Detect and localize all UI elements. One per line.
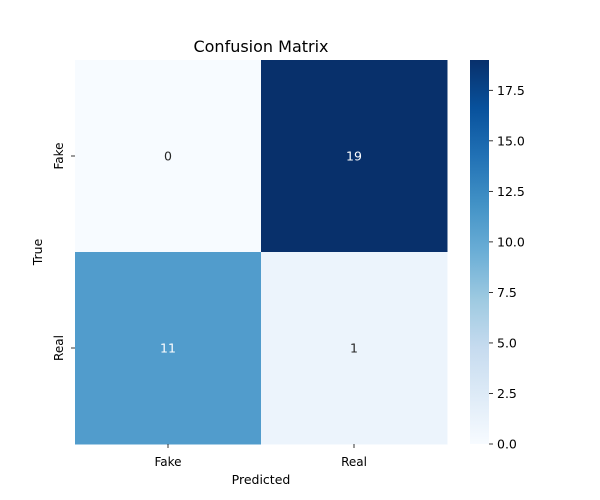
colorbar-tick-label: 10.0 xyxy=(497,234,525,249)
colorbar-ticks: 0.0 2.5 5.0 7.5 10.0 12.5 15.0 17.5 xyxy=(489,83,525,452)
heatmap-cell-value: 19 xyxy=(346,149,362,164)
heatmap-cell xyxy=(261,252,448,445)
heatmap-cell xyxy=(261,60,448,253)
heatmap-cell-value: 11 xyxy=(160,341,176,356)
colorbar: 0.0 2.5 5.0 7.5 10.0 12.5 15.0 17.5 xyxy=(470,60,525,452)
y-axis-label: True xyxy=(30,238,45,266)
x-tick-label: Fake xyxy=(154,455,181,469)
colorbar-tick-label: 5.0 xyxy=(497,335,517,350)
colorbar-tick-label: 7.5 xyxy=(497,285,517,300)
heatmap-cells xyxy=(75,60,448,445)
colorbar-tick-label: 17.5 xyxy=(497,83,525,98)
colorbar-tick-label: 15.0 xyxy=(497,133,525,148)
y-axis-ticks: Fake Real xyxy=(52,142,75,361)
y-tick-label: Fake xyxy=(52,142,66,169)
y-tick-label: Real xyxy=(52,335,66,361)
heatmap-cell-value: 1 xyxy=(350,341,358,356)
colorbar-tick-label: 2.5 xyxy=(497,386,517,401)
x-tick-label: Real xyxy=(341,455,367,469)
heatmap-cell xyxy=(75,60,262,253)
colorbar-tick-label: 12.5 xyxy=(497,184,525,199)
x-axis-label: Predicted xyxy=(232,472,291,487)
heatmap-cell xyxy=(75,252,262,445)
colorbar-gradient xyxy=(470,60,489,444)
colorbar-tick-label: 0.0 xyxy=(497,437,517,452)
heatmap-cell-value: 0 xyxy=(164,149,172,164)
x-axis-ticks: Fake Real xyxy=(154,444,367,469)
chart-title: Confusion Matrix xyxy=(193,37,328,56)
